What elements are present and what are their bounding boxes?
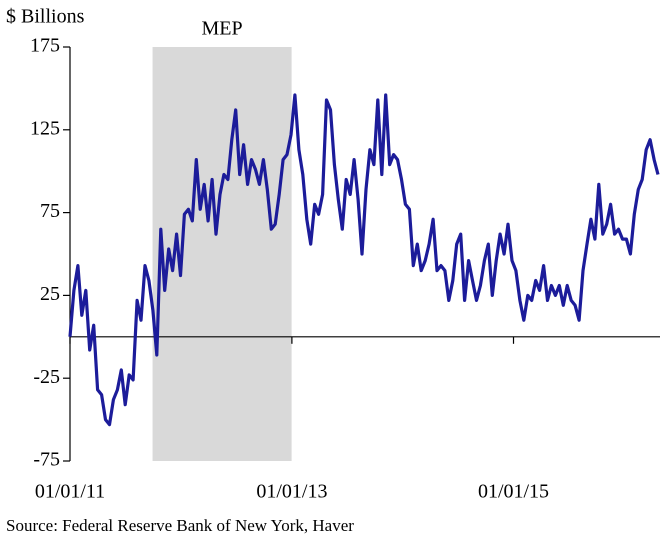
x-tick-label: 01/01/13 — [256, 481, 327, 503]
x-tick-label: 01/01/11 — [35, 481, 105, 503]
y-tick-label: -75 — [33, 449, 60, 471]
y-tick-label: 175 — [30, 35, 60, 57]
x-tick-label: 01/01/15 — [478, 481, 549, 503]
y-tick-label: 25 — [40, 283, 60, 305]
data-line — [68, 93, 660, 427]
shade-label: MEP — [202, 18, 243, 40]
y-tick-label: -25 — [33, 366, 60, 388]
y-axis-label: $ Billions — [6, 6, 85, 28]
source-note: Source: Federal Reserve Bank of New York… — [6, 516, 354, 535]
y-tick-label: 75 — [40, 200, 60, 222]
y-tick-label: 125 — [30, 117, 60, 139]
